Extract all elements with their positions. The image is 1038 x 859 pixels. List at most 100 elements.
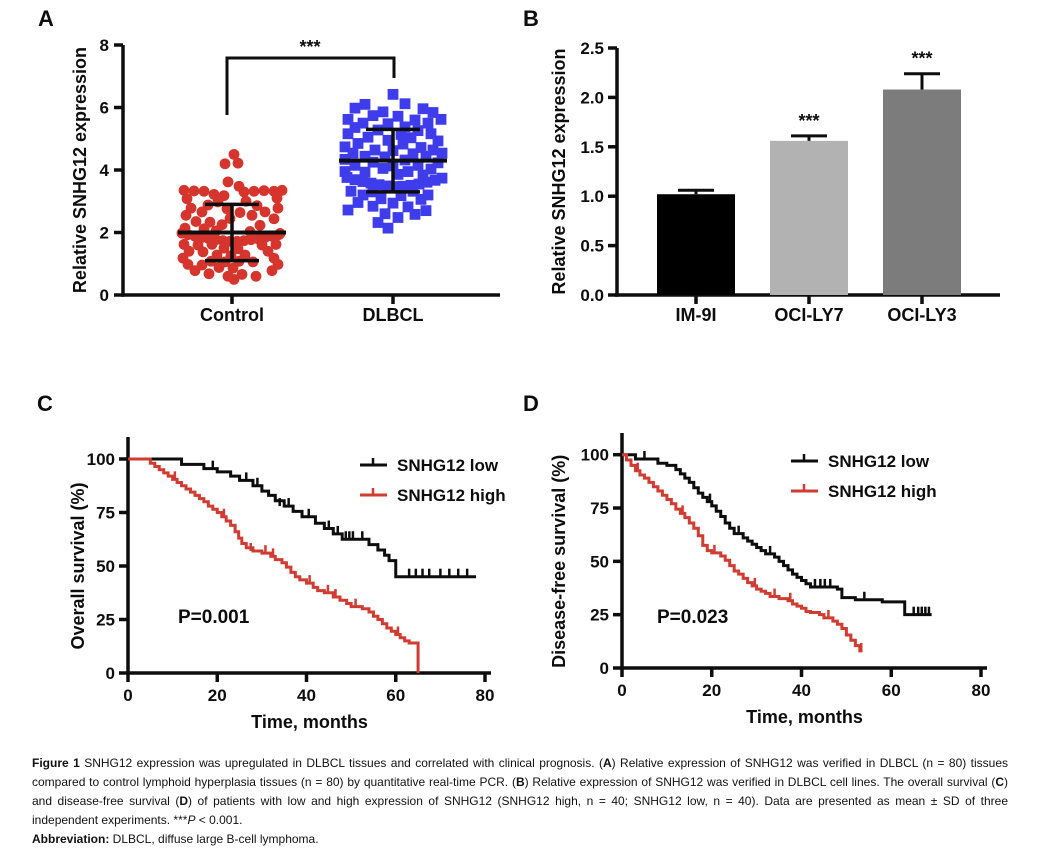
x-tick-label: 0 [123,686,132,705]
data-point [425,128,437,140]
significance-stars: *** [299,37,320,57]
y-axis-title: Disease-free survival (%) [549,455,569,668]
data-point [417,169,429,181]
data-point [399,98,411,110]
data-point [415,193,427,205]
data-point [409,208,421,220]
p-value-label: P=0.001 [178,607,250,628]
caption-segment: Abbreviation: [32,832,113,846]
data-point [402,201,414,213]
data-point [367,200,379,212]
caption-segment: D [179,794,189,808]
significance-stars: *** [798,111,819,131]
data-point [422,189,434,201]
y-tick-label: 6 [100,99,109,118]
data-point [196,206,208,218]
y-tick-label: 8 [100,36,109,55]
x-tick-label: 80 [476,686,495,705]
x-tick-label: 40 [792,681,811,700]
y-tick-label: 0.0 [580,286,604,305]
data-point [359,98,371,110]
data-point [254,219,266,231]
km-curve-high [128,457,420,673]
data-point [435,113,447,125]
caption-segment: ) of patients with low and high expressi… [32,794,1008,827]
data-point [359,166,371,178]
caption-segment: ) and disease-free survival ( [32,775,1009,808]
data-point [339,166,351,177]
data-point [372,217,384,228]
data-point [405,132,417,144]
data-point [272,202,284,214]
data-point [427,107,439,118]
data-point [407,148,419,160]
x-axis-title: Time, months [746,707,863,727]
significance-stars: *** [911,49,932,69]
data-point [373,179,385,191]
data-point [392,110,404,122]
y-axis-title: Relative SNHG12 expression [70,47,90,293]
data-point [232,243,244,255]
x-tick-label: 40 [297,686,316,705]
x-tick-label: 60 [386,686,405,705]
data-point [342,128,354,140]
panel-a-label: A [38,6,54,31]
legend-label: SNHG12 high [397,486,506,505]
panel-a-scatter-chart: 0 2 4 6 8 Relative SNHG12 expression Control DL… [70,36,500,325]
data-point [189,265,201,277]
data-point [349,159,361,171]
data-point [222,176,234,188]
panel-c-label: C [37,391,53,416]
data-point [197,246,209,258]
data-point [365,177,377,189]
data-point [276,184,288,196]
data-point [238,186,250,198]
y-tick-label: 2.5 [580,39,604,58]
data-point [387,88,399,100]
data-point [227,262,239,274]
y-tick-label: 75 [590,499,609,518]
km-curve-high [622,453,863,653]
x-category-label: OCI-LY7 [774,305,843,325]
caption-segment: C [995,775,1005,789]
caption-segment: ) Relative expression of SNHG12 was veri… [32,756,1008,789]
y-tick-label: 0 [106,664,115,683]
y-axis-title: Relative SNHG12 expression [549,48,569,294]
caption-segment: DLBCL, diffuse large B-cell lymphoma. [112,832,319,846]
data-point [232,157,244,169]
data-point [381,180,393,192]
y-tick-label: 25 [96,611,115,630]
data-point [182,258,194,270]
y-tick-label: 25 [590,606,609,625]
caption-segment: B [515,775,525,789]
data-point [219,158,231,170]
data-point [341,172,353,183]
data-point [412,159,424,171]
x-axis-title: Time, months [251,712,368,732]
y-tick-label: 50 [96,557,115,576]
y-tick-label: 2 [100,224,109,243]
data-point [387,197,399,209]
data-point [271,192,283,204]
caption-segment: ) Relative expression of SNHG12 was veri… [524,775,996,789]
data-point [228,273,240,285]
data-point [405,179,417,191]
y-axis-title: Overall survival (%) [68,482,88,649]
panel-d-km-chart: 0 25 50 75 100 Disease-free survival (%) 0 20 40… [549,433,991,727]
bar-oci-ly7 [770,140,848,295]
km-curve-low [622,453,932,617]
data-point [246,209,258,221]
data-point [190,216,202,227]
data-point [392,168,404,180]
data-point [413,178,425,190]
data-point [422,117,434,129]
y-tick-label: 1.5 [580,138,604,157]
data-point [206,238,218,250]
y-tick-label: 50 [590,552,609,571]
data-point [268,213,280,225]
legend-label: SNHG12 low [397,456,499,475]
data-point [409,114,421,126]
x-tick-label: 80 [972,681,991,700]
data-point [234,207,246,218]
data-point [367,110,379,122]
